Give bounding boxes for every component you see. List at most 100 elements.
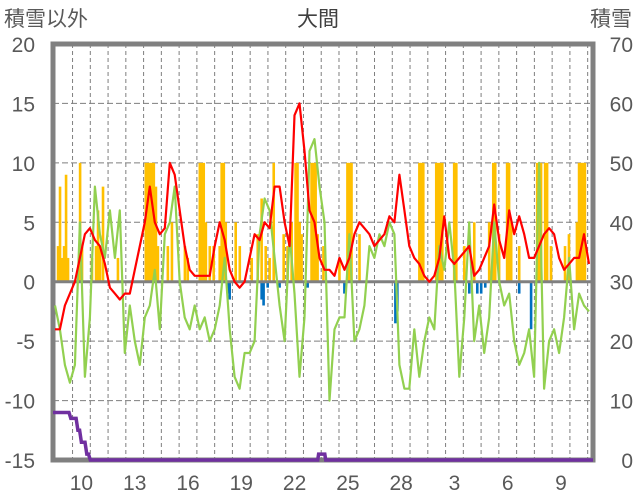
yellow-bar — [497, 234, 501, 282]
yellow-bar — [116, 257, 120, 282]
yellow-bar — [577, 162, 581, 282]
yellow-bar — [455, 162, 458, 282]
yellow-bar — [545, 162, 549, 282]
yellow-bar — [218, 246, 222, 282]
yellow-bar — [212, 246, 215, 282]
yellow-bar — [282, 234, 285, 282]
yellow-bar — [98, 246, 102, 282]
yellow-bar — [101, 186, 105, 282]
bars-layer — [56, 162, 587, 330]
yellow-bar — [314, 162, 317, 282]
x-tick-label: 13 — [123, 472, 146, 495]
blue-bar — [306, 281, 309, 288]
x-tick-label: 25 — [336, 472, 359, 495]
yellow-bar — [358, 234, 361, 282]
yellow-bar — [146, 162, 150, 282]
blue-bar — [479, 281, 483, 294]
yellow-bar — [537, 162, 541, 282]
yellow-bar — [549, 246, 553, 282]
yellow-bar — [183, 246, 187, 282]
yellow-bar — [563, 246, 567, 282]
right-tick-label: 0 — [621, 450, 633, 473]
blue-bar — [483, 281, 487, 288]
right-axis-title: 積雪 — [590, 8, 632, 31]
yellow-bar — [452, 162, 456, 282]
yellow-bar — [148, 162, 152, 282]
left-tick-label: 5 — [23, 212, 35, 235]
yellow-bar — [154, 186, 158, 282]
blue-bar — [394, 281, 397, 324]
plot-frame — [50, 41, 596, 463]
yellow-bar — [420, 162, 423, 282]
yellow-bar — [198, 162, 202, 282]
yellow-bar — [294, 162, 297, 282]
right-tick-label: 70 — [610, 34, 633, 57]
yellow-bar — [487, 222, 491, 282]
yellow-bar — [439, 162, 442, 282]
blue-bar — [262, 281, 265, 306]
red-line — [55, 102, 591, 331]
blue-bar — [343, 281, 346, 294]
right-tick-label: 40 — [610, 212, 633, 235]
yellow-bar — [264, 246, 268, 282]
yellow-bar — [156, 246, 160, 282]
yellow-bar — [66, 257, 70, 282]
x-tick-label: 3 — [449, 472, 461, 495]
lines-layer — [53, 102, 593, 462]
yellow-bar — [348, 162, 351, 282]
yellow-bar — [300, 234, 303, 282]
plot-border — [50, 41, 596, 463]
right-tick-label: 20 — [610, 331, 633, 354]
yellow-bar — [186, 257, 190, 282]
yellow-bar — [310, 162, 313, 282]
yellow-bar — [440, 162, 444, 282]
yellow-bar — [200, 162, 204, 282]
snow-depth-line — [53, 410, 593, 462]
blue-bar — [266, 281, 269, 288]
yellow-bar — [96, 210, 100, 282]
right-tick-label: 30 — [610, 272, 633, 295]
left-tick-label: -10 — [5, 391, 35, 414]
yellow-bar — [60, 257, 64, 282]
yellow-bar — [166, 246, 170, 282]
yellow-bar — [222, 162, 226, 282]
blue-bar — [467, 281, 471, 294]
yellow-bar — [56, 246, 60, 282]
x-tick-label: 22 — [283, 472, 306, 495]
yellow-bar — [575, 222, 579, 282]
yellow-bar — [434, 162, 438, 282]
yellow-bar — [421, 162, 425, 282]
yellow-bar — [260, 198, 263, 282]
yellow-bar — [202, 162, 206, 282]
yellow-bar — [220, 162, 223, 282]
yellow-bar — [472, 222, 476, 282]
x-tick-label: 28 — [389, 472, 412, 495]
right-tick-label: 50 — [610, 153, 633, 176]
left-tick-label: 20 — [12, 34, 35, 57]
yellow-bar — [350, 162, 353, 282]
blue-bar — [260, 281, 263, 300]
green-line — [53, 138, 590, 402]
blue-bar — [228, 281, 231, 300]
yellow-bar — [418, 162, 421, 282]
chart-title: 大間 — [297, 8, 339, 31]
yellow-bar — [346, 162, 349, 282]
yellow-bar — [94, 246, 98, 282]
yellow-bar — [581, 162, 585, 282]
yellow-bar — [338, 257, 341, 282]
x-tick-label: 19 — [230, 472, 253, 495]
yellow-bar — [517, 246, 521, 282]
left-tick-label: 15 — [12, 93, 35, 116]
left-tick-label: 10 — [12, 153, 35, 176]
x-tick-label: 6 — [502, 472, 514, 495]
yellow-bar — [316, 234, 319, 282]
yellow-bar — [272, 162, 276, 282]
blue-bar — [475, 281, 479, 294]
yellow-bar — [238, 246, 242, 282]
yellow-bar — [268, 257, 271, 282]
yellow-bar — [64, 174, 68, 282]
yellow-bar — [250, 257, 253, 282]
yellow-bar — [204, 222, 208, 282]
